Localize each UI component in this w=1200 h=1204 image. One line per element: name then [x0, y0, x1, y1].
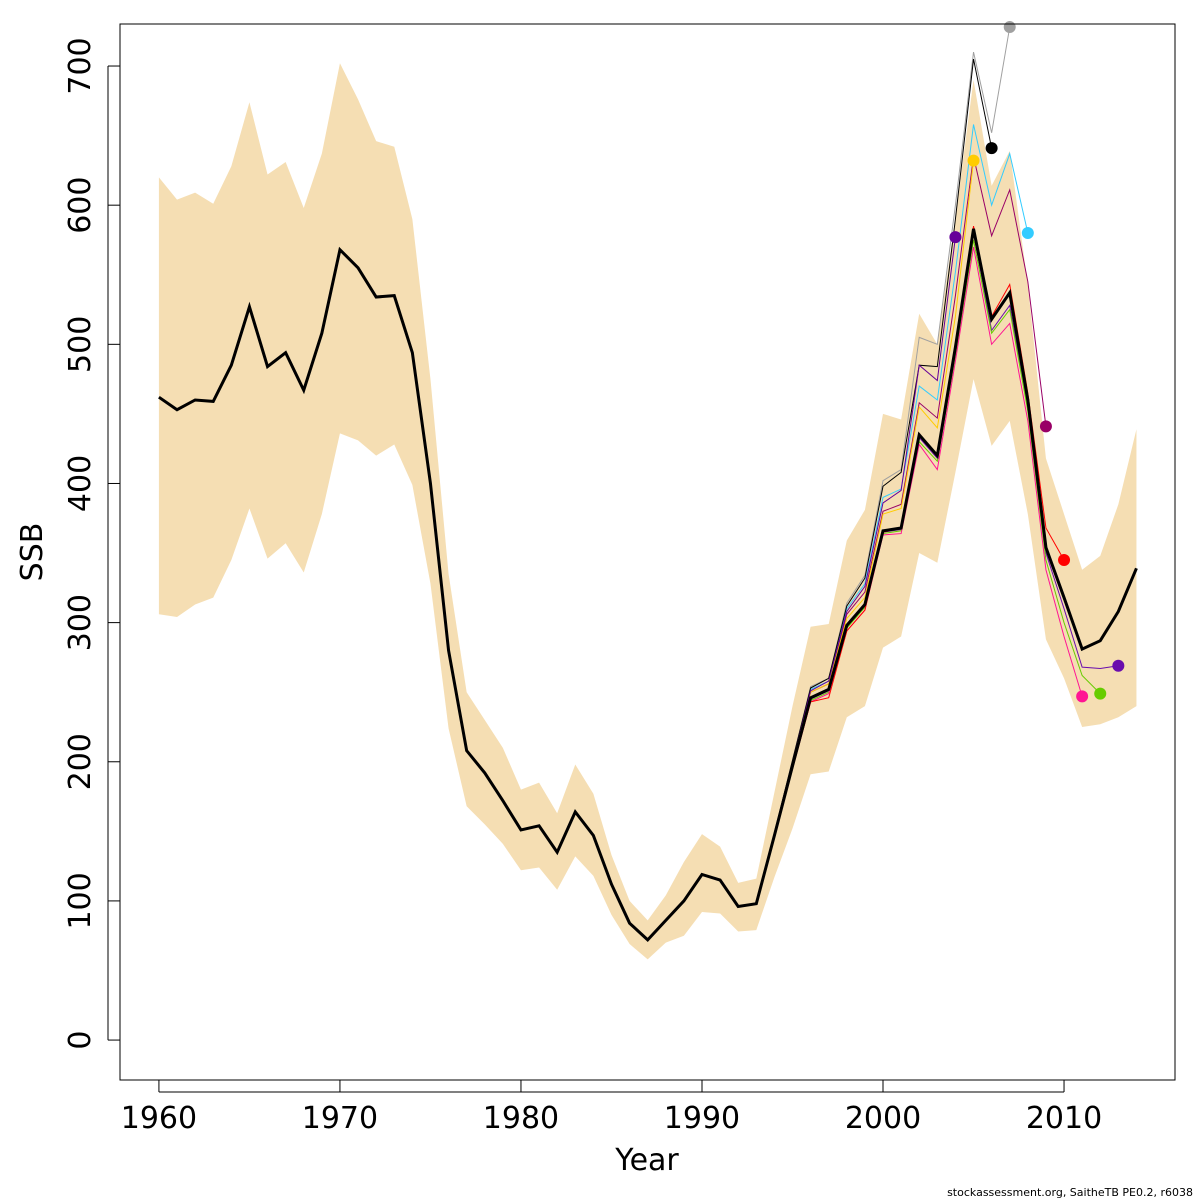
retro-end-point: [985, 142, 998, 155]
line-layer: [158, 21, 1138, 942]
y-tick-label: 600: [63, 177, 98, 234]
retro-line: [773, 26, 1011, 833]
x-tick-label: 2000: [845, 1101, 921, 1136]
y-tick-label: 300: [63, 594, 98, 651]
y-tick-label: 0: [63, 1031, 98, 1050]
confidence-band: [158, 63, 1137, 960]
plot-frame: [119, 23, 1176, 1081]
x-tick-label: 1980: [483, 1101, 559, 1136]
y-tick-label: 100: [63, 872, 98, 929]
retro-end-point: [1003, 21, 1016, 34]
axis-layer: 1960 1970 1980 1990 2000 2010 0 100 200 300 400 500…: [63, 37, 1102, 1136]
retro-line: [773, 246, 1083, 838]
x-tick-label: 1960: [121, 1101, 197, 1136]
retro-end-point: [949, 231, 962, 244]
y-tick-label: 500: [63, 316, 98, 373]
retro-end-point: [1021, 227, 1034, 240]
footer: stockassessment.org, SaitheTB PE0.2, r60…: [947, 1186, 1193, 1199]
retro-end-point: [1094, 687, 1107, 700]
retro-end-point: [1058, 554, 1071, 567]
retro-end-point: [1039, 420, 1052, 433]
x-tick-label: 1990: [664, 1101, 740, 1136]
retro-end-point: [1112, 659, 1125, 672]
retro-end-point: [967, 154, 980, 167]
main-line: [158, 228, 1138, 942]
y-tick-label: 200: [63, 733, 98, 790]
retro-line: [773, 58, 993, 833]
x-tick-label: 1970: [302, 1101, 378, 1136]
y-axis-label: SSB: [15, 523, 50, 582]
y-tick-label: 700: [63, 37, 98, 94]
retro-end-point: [1076, 690, 1089, 703]
band-layer: [158, 63, 1137, 960]
x-axis-label: Year: [614, 1143, 679, 1178]
y-tick-label: 400: [63, 455, 98, 512]
x-tick-label: 2010: [1026, 1101, 1102, 1136]
